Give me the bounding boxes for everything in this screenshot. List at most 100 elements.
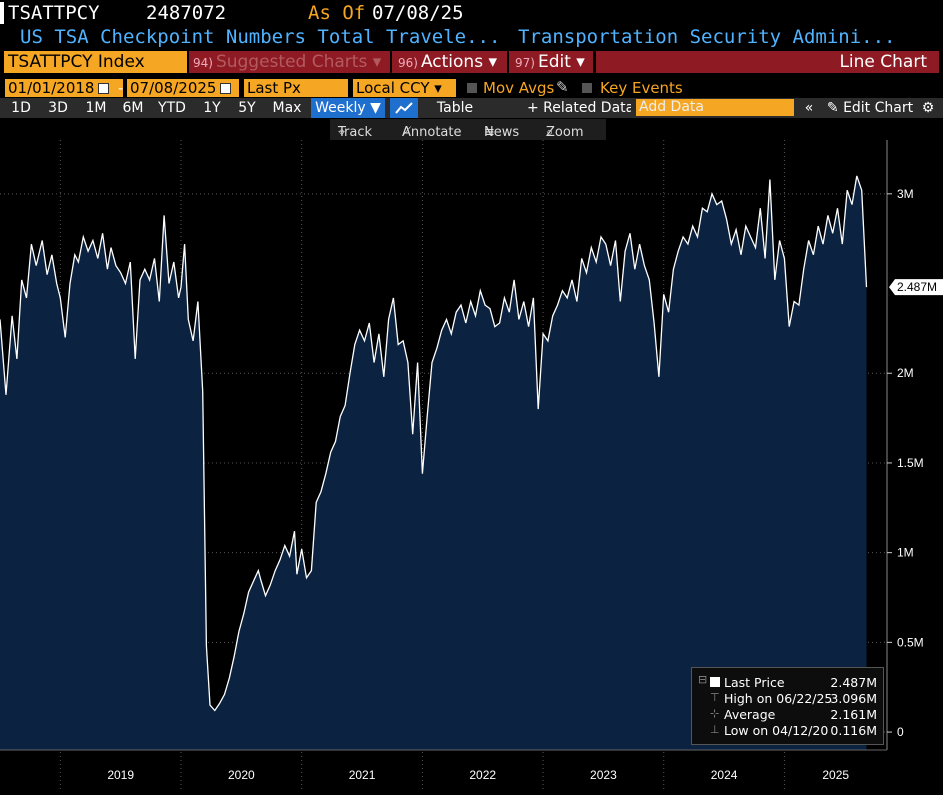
range-ytd[interactable]: YTD	[158, 100, 186, 116]
add-data-input[interactable]: Add Data	[636, 99, 794, 116]
key-events-checkbox[interactable]	[582, 83, 592, 93]
chart-tools: ⌖ Track ⟋ Annotate ≡ News ⌕ Zoom	[330, 119, 606, 140]
chart-type-selector[interactable]: Line Chart	[596, 51, 939, 73]
legend-high-value: 3.096M	[830, 691, 877, 706]
line-chart-icon[interactable]	[390, 98, 418, 118]
annotate-icon: ⟋	[402, 125, 412, 140]
periodicity-selector[interactable]: Weekly ▼	[311, 98, 385, 118]
last-value: 2487072	[146, 2, 227, 24]
legend-last-label: Last Price	[724, 675, 785, 690]
actions-label: Actions	[420, 52, 484, 72]
edit-number: 97)	[515, 56, 535, 70]
end-date-field[interactable]: 07/08/2025	[127, 79, 239, 97]
y-tick-label: 3M	[897, 187, 914, 201]
gear-icon[interactable]: ⚙	[921, 100, 935, 116]
end-date-value: 07/08/2025	[130, 79, 217, 97]
edit-button[interactable]: 97) Edit ▾	[509, 51, 593, 73]
calendar-icon[interactable]	[98, 83, 110, 94]
x-tick-label: 2019	[107, 768, 134, 782]
range-bar: 1D 3D 1M 6M YTD 1Y 5Y Max Weekly ▼ Table…	[0, 98, 943, 118]
high-marker-icon: ⊤	[710, 691, 720, 704]
legend-low-label: Low on 04/12/20	[724, 723, 829, 738]
related-data-button[interactable]: + Related Data	[527, 100, 631, 116]
edit-label: Edit	[537, 52, 571, 72]
range-3d[interactable]: 3D	[48, 100, 68, 116]
as-of-label: As Of	[308, 2, 366, 24]
area-fill	[0, 175, 867, 750]
track-label: Track	[338, 125, 373, 140]
pencil-icon[interactable]: ✎	[556, 78, 569, 96]
news-icon: ≡	[484, 125, 495, 140]
average-marker-icon: ⊹	[710, 707, 720, 720]
suggested-charts-button[interactable]: 94) Suggested Charts ▾	[189, 51, 390, 73]
currency-value: Local CCY	[356, 79, 430, 97]
range-5y[interactable]: 5Y	[238, 100, 256, 116]
ticker-header: TSATTPCY 2487072 As Of 07/08/25	[0, 0, 943, 26]
news-label: News	[484, 125, 520, 140]
start-date-value: 01/01/2018	[8, 79, 95, 97]
x-tick-label: 2021	[349, 768, 376, 782]
security-description: US TSA Checkpoint Numbers Total Travele.…	[20, 26, 501, 48]
actions-button[interactable]: 96) Actions ▾	[392, 51, 507, 73]
description-row: US TSA Checkpoint Numbers Total Travele.…	[0, 26, 943, 50]
x-tick-label: 2022	[469, 768, 496, 782]
chart-legend: ⊟ Last Price 2.487M ⊤ High on 06/22/25 3…	[691, 667, 884, 745]
periodicity-value: Weekly	[315, 100, 366, 116]
range-1m[interactable]: 1M	[85, 100, 107, 116]
edit-chart-button[interactable]: ✎ Edit Chart	[826, 100, 914, 116]
annotate-label: Annotate	[402, 125, 462, 140]
range-1y[interactable]: 1Y	[203, 100, 221, 116]
x-tick-label: 2025	[822, 768, 849, 782]
collapse-icon[interactable]: «	[804, 100, 814, 116]
x-tick-label: 2020	[228, 768, 255, 782]
range-1d[interactable]: 1D	[11, 100, 31, 116]
chevron-down-icon: ▾	[372, 52, 382, 72]
table-button[interactable]: Table	[436, 100, 474, 116]
chevron-down-icon: ▾	[488, 52, 498, 72]
series-line	[0, 175, 868, 712]
header-marker	[0, 2, 4, 24]
mov-avgs-label: Mov Avgs	[483, 79, 555, 97]
key-events-label: Key Events	[600, 79, 683, 97]
chevron-down-icon: ▾	[576, 52, 585, 72]
security-field[interactable]: TSATTPCY Index	[4, 51, 187, 73]
crosshair-icon: ⌖	[338, 125, 346, 140]
zoom-label: Zoom	[546, 125, 584, 140]
chevron-down-icon: ▾	[434, 79, 442, 97]
actions-number: 96)	[398, 56, 418, 70]
start-date-field[interactable]: 01/01/2018	[5, 79, 123, 97]
currency-selector[interactable]: Local CCY ▾	[353, 79, 456, 97]
mov-avgs-checkbox[interactable]	[467, 83, 477, 93]
legend-average-label: Average	[724, 707, 776, 722]
toolbar: TSATTPCY Index 94) Suggested Charts ▾ 96)…	[0, 50, 943, 74]
zoom-icon: ⌕	[546, 125, 554, 140]
suggested-charts-number: 94)	[193, 56, 213, 70]
date-separator: -	[118, 79, 124, 97]
as-of-date: 07/08/25	[372, 2, 464, 24]
calendar-icon[interactable]	[220, 83, 232, 94]
price-chart[interactable]: 0 0.5M 1M 1.5M 2M 3M 2019 2020 2021 2022 2023 2024…	[0, 140, 943, 795]
source-name: Transportation Security Admini...	[518, 26, 896, 48]
y-tick-label: 0	[897, 725, 904, 739]
suggested-charts-label: Suggested Charts	[215, 52, 368, 72]
ticker-symbol: TSATTPCY	[8, 2, 100, 24]
controls-row: 01/01/2018 - 07/08/2025 Last Px Local CC…	[0, 78, 943, 98]
range-max[interactable]: Max	[272, 100, 302, 116]
edit-chart-label: Edit Chart	[843, 100, 914, 116]
last-value-tag	[889, 279, 943, 296]
field-selector[interactable]: Last Px	[244, 79, 348, 97]
collapse-box-icon[interactable]: ⊟	[698, 673, 708, 686]
legend-low-value: 0.116M	[830, 723, 877, 738]
legend-last-value: 2.487M	[830, 675, 877, 690]
y-tick-label: 2M	[897, 366, 914, 380]
y-tick-label: 0.5M	[897, 635, 924, 649]
low-marker-icon: ⊥	[710, 723, 720, 736]
last-price-swatch	[710, 677, 720, 687]
range-6m[interactable]: 6M	[122, 100, 144, 116]
y-axis: 0 0.5M 1M 1.5M 2M 3M	[886, 140, 924, 750]
x-tick-label: 2023	[590, 768, 617, 782]
last-value-text: 2.487M	[897, 280, 937, 294]
y-tick-label: 1.5M	[897, 456, 924, 470]
x-axis: 2019 2020 2021 2022 2023 2024 2025	[0, 749, 887, 782]
legend-average-value: 2.161M	[830, 707, 877, 722]
